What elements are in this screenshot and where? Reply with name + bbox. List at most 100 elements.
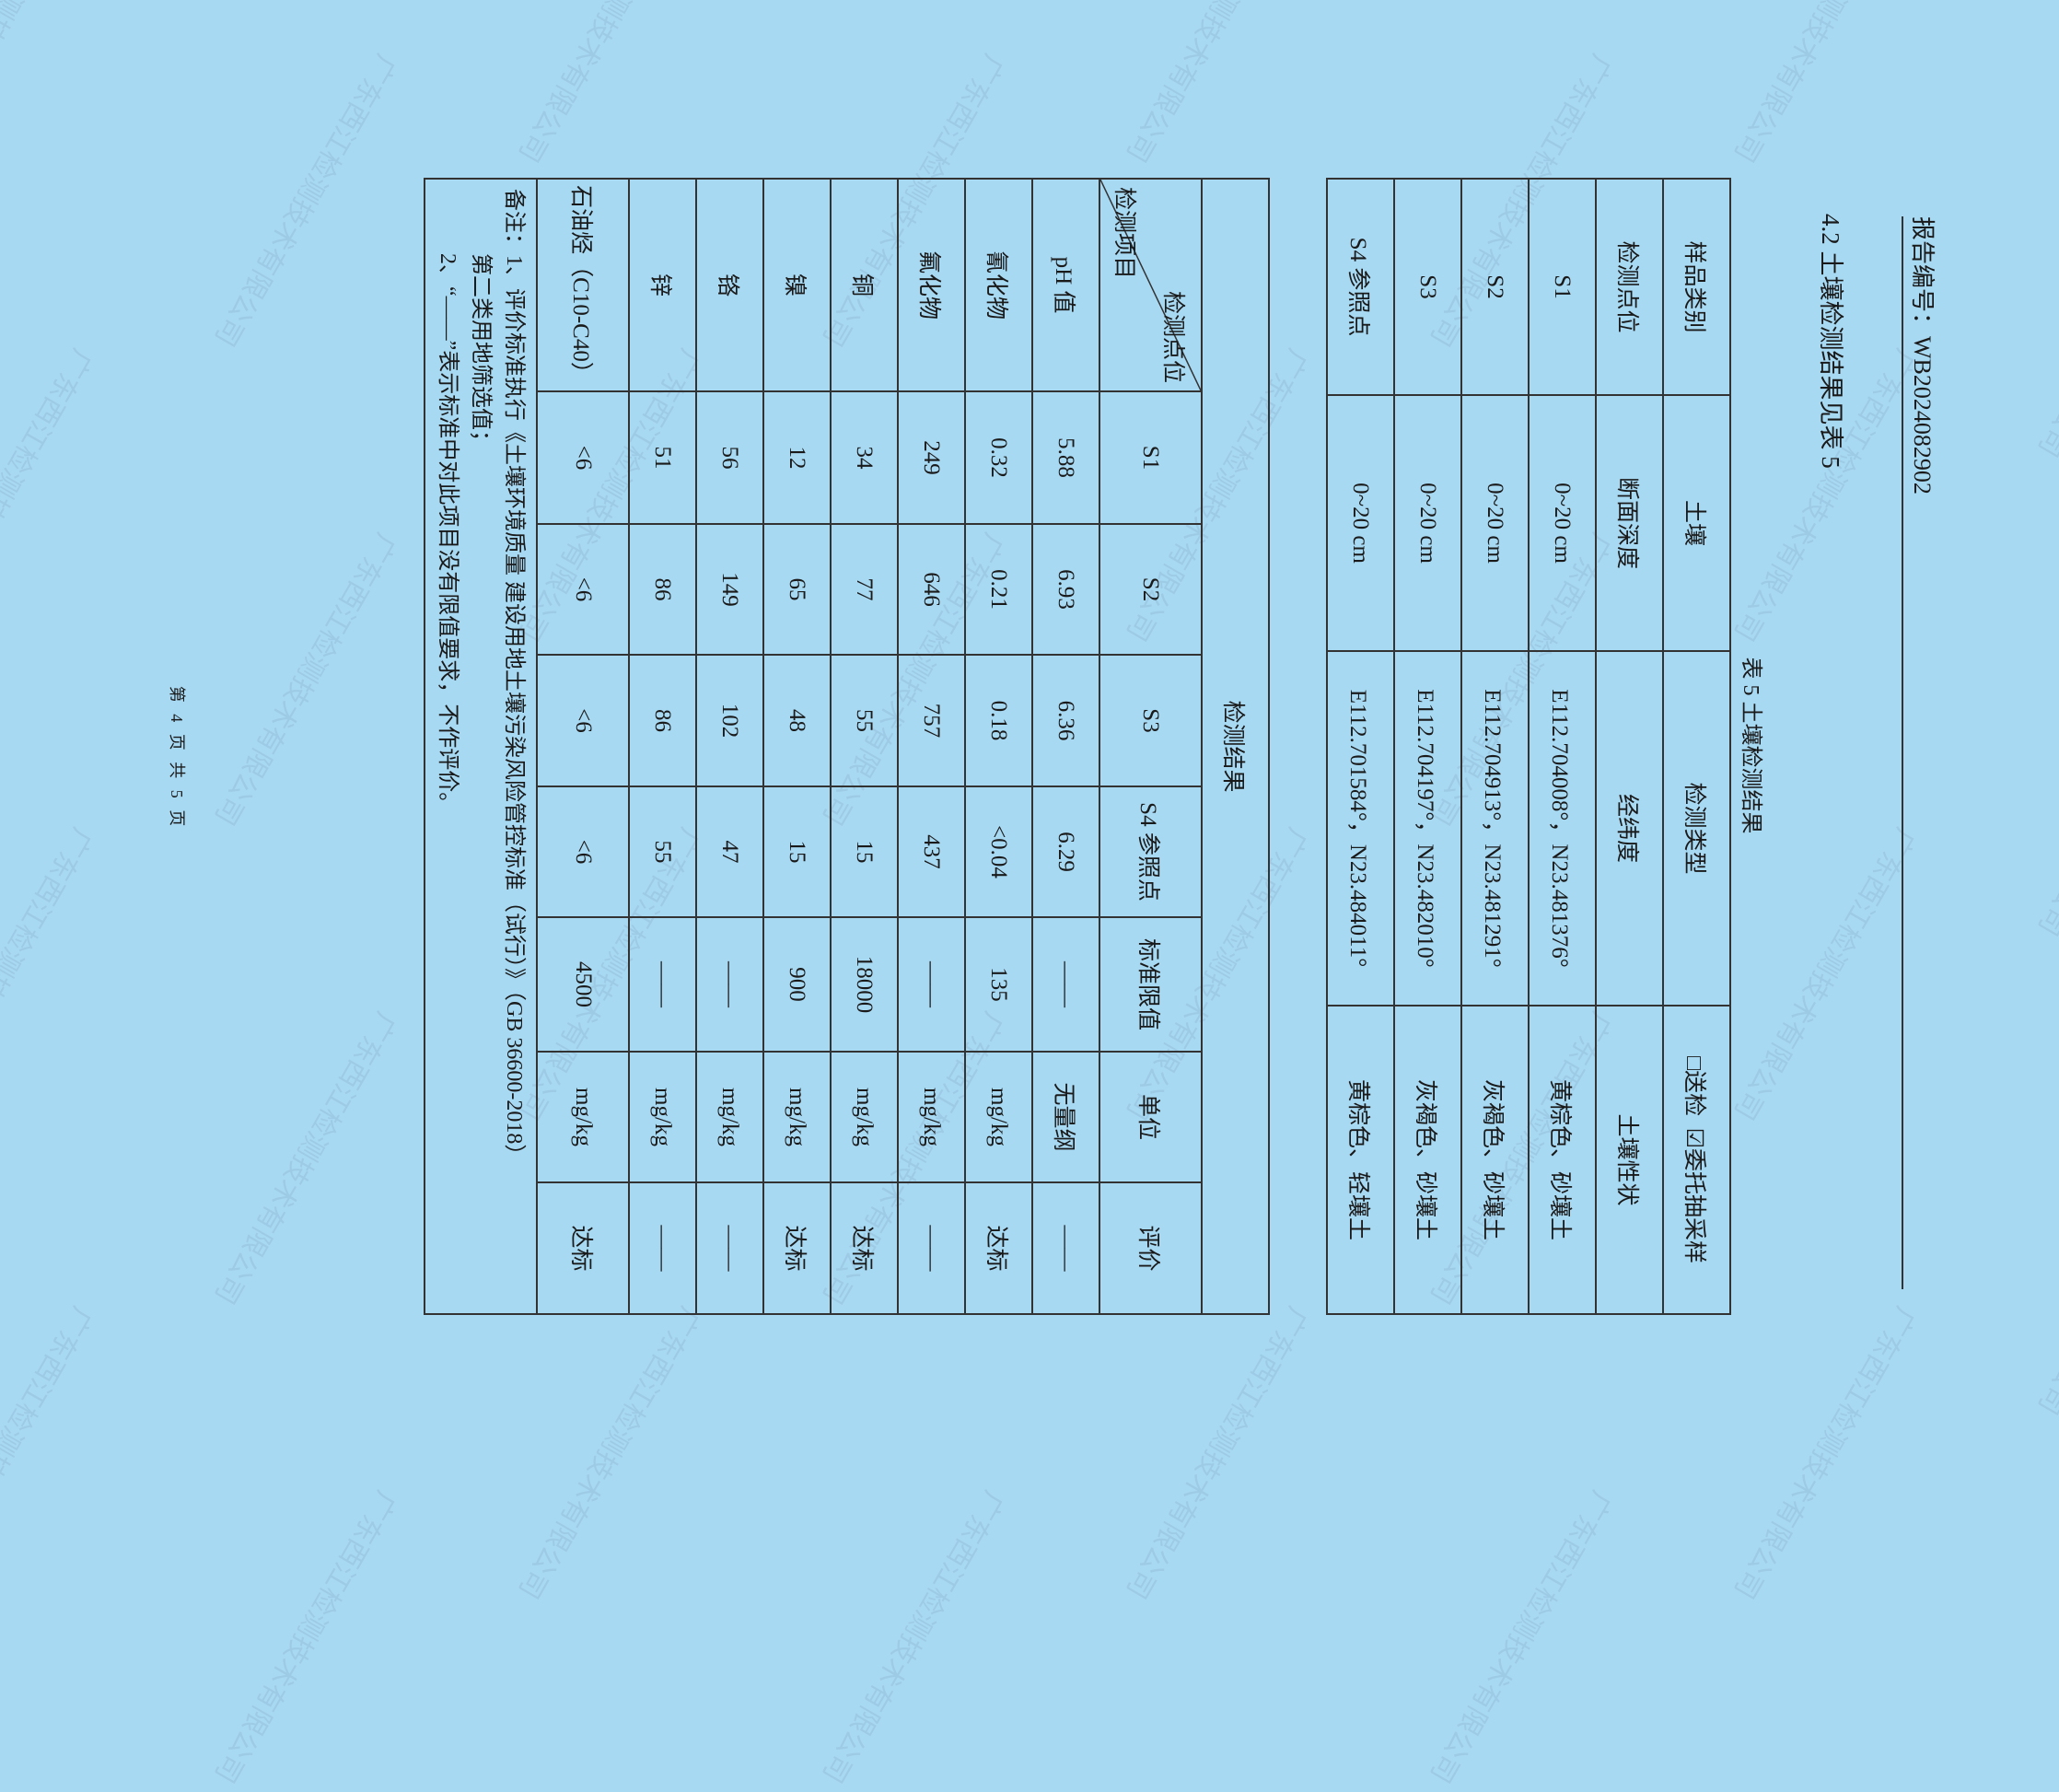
table-cell: —— — [1032, 917, 1099, 1052]
header-cell: 标准限值 — [1099, 917, 1202, 1052]
watermark-text: 广东西江检测技术有限公司 — [208, 49, 401, 352]
item-name-cell: 石油烃（C10-C40） — [537, 179, 629, 391]
item-name-cell: 镍 — [763, 179, 831, 391]
diagonal-header-cell: 检测点位 检测项目 — [1099, 179, 1202, 391]
table-cell: 0.32 — [965, 391, 1032, 524]
table-row: S2 0~20 cm E112.704913°，N23.481291° 灰褐色、砂壤土 — [1461, 179, 1529, 1314]
table-cell: 0~20 cm — [1394, 395, 1461, 651]
table-row: 锌 51 86 86 55 —— mg/kg —— — [629, 179, 696, 1315]
diagonal-line — [1100, 180, 1201, 390]
item-name-cell: 锌 — [629, 179, 696, 391]
table-cell: E112.704913°，N23.481291° — [1461, 651, 1529, 1006]
table-cell: 15 — [831, 786, 898, 917]
sample-type-label: 样品类别 — [1663, 179, 1730, 395]
table-row: S1 0~20 cm E112.704008°，N23.481376° 黄棕色、砂壤土 — [1529, 179, 1596, 1314]
table-cell: 249 — [898, 391, 965, 524]
checkbox-commissioned-sampling: ☑委托抽采样 — [1681, 1127, 1707, 1264]
table-row: 石油烃（C10-C40） <6 <6 <6 <6 4500 mg/kg 达标 — [537, 179, 629, 1315]
header-cell: 经纬度 — [1596, 651, 1663, 1006]
table-row: S4 参照点 0~20 cm E112.701584°，N23.484011° 黄棕色… — [1327, 179, 1394, 1314]
note-1-cont: 第二类用地筛选值； — [469, 253, 493, 452]
header-cell: 检测点位 — [1596, 179, 1663, 395]
table-cell: mg/kg — [831, 1052, 898, 1182]
table-cell: 达标 — [831, 1182, 898, 1315]
table-cell: —— — [696, 917, 763, 1052]
table-cell: E112.704197°，N23.482010° — [1394, 651, 1461, 1006]
table-cell: 6.93 — [1032, 524, 1099, 655]
table-cell: S3 — [1394, 179, 1461, 395]
table-header-row: 检测点位 断面深度 经纬度 土壤性状 — [1596, 179, 1663, 1314]
diag-top-label: 检测点位 — [1160, 290, 1185, 383]
watermark-text: 广东西江检测技术有限公司 — [0, 0, 98, 168]
results-table: 检测结果 检测点位 检测项目 S1 S2 S3 S4 参照点 标准限值 单位 评… — [424, 178, 1270, 1315]
table-cell: 135 — [965, 917, 1032, 1052]
table-cell: 达标 — [537, 1182, 629, 1315]
table-cell: —— — [898, 917, 965, 1052]
table-cell: —— — [696, 1182, 763, 1315]
table-cell: <6 — [537, 786, 629, 917]
table-cell: 灰褐色、砂壤土 — [1394, 1006, 1461, 1314]
header-cell: S2 — [1099, 524, 1202, 655]
watermark-text: 广东西江检测技术有限公司 — [0, 343, 98, 646]
watermark-text: 广东西江检测技术有限公司 — [208, 1007, 401, 1309]
table-cell: <6 — [537, 655, 629, 786]
table-cell: 900 — [763, 917, 831, 1052]
table-cell: 51 — [629, 391, 696, 524]
table-cell: 12 — [763, 391, 831, 524]
item-name-cell: 氰化物 — [965, 179, 1032, 391]
table-cell: 437 — [898, 786, 965, 917]
table-cell: 0~20 cm — [1461, 395, 1529, 651]
header-cell: 土壤性状 — [1596, 1006, 1663, 1314]
table-cell: 48 — [763, 655, 831, 786]
table-cell: 55 — [629, 786, 696, 917]
table-cell: 86 — [629, 524, 696, 655]
report-number: 报告编号：WB2024082902 — [1902, 216, 1941, 1289]
watermark-text: 广东西江检测技术有限公司 — [512, 1301, 705, 1604]
table-cell: 6.36 — [1032, 655, 1099, 786]
table-cell: 0.18 — [965, 655, 1032, 786]
checkbox-submitted: □送检 — [1681, 1055, 1707, 1117]
table-row: S3 0~20 cm E112.704197°，N23.482010° 灰褐色、砂壤土 — [1394, 179, 1461, 1314]
table-cell: 5.88 — [1032, 391, 1099, 524]
table-cell: 18000 — [831, 917, 898, 1052]
table-cell: S1 — [1529, 179, 1596, 395]
table-cell: <0.04 — [965, 786, 1032, 917]
table-cell: mg/kg — [763, 1052, 831, 1182]
table-cell: 65 — [763, 524, 831, 655]
watermark-text: 广东西江检测技术有限公司 — [2031, 159, 2059, 462]
table-cell: 达标 — [763, 1182, 831, 1315]
table-cell: mg/kg — [898, 1052, 965, 1182]
table-row: pH 值 5.88 6.93 6.36 6.29 —— 无量纲 —— — [1032, 179, 1099, 1315]
sample-info-table: 样品类别 土壤 检测类型 □送检 ☑委托抽采样 检测点位 断面深度 经纬度 土壤… — [1326, 178, 1731, 1315]
header-cell: 评价 — [1099, 1182, 1202, 1315]
table-cell: 达标 — [965, 1182, 1032, 1315]
table-cell: —— — [629, 1182, 696, 1315]
watermark-text: 广东西江检测技术有限公司 — [816, 1485, 1009, 1788]
table-row: 铬 56 149 102 47 —— mg/kg —— — [696, 179, 763, 1315]
table-cell: 4500 — [537, 917, 629, 1052]
watermark-text: 广东西江检测技术有限公司 — [1727, 0, 1921, 168]
header-cell: 单位 — [1099, 1052, 1202, 1182]
note-1: 备注：1、评价标准执行《土壤环境质量 建设用地土壤污染风险管控标准（试行）》（G… — [502, 189, 526, 1167]
table-cell: 0~20 cm — [1529, 395, 1596, 651]
note-2: 2、“——”表示标准中对此项目没有限值要求，不作评价。 — [436, 253, 459, 815]
table-cell: mg/kg — [537, 1052, 629, 1182]
table-cell: <6 — [537, 391, 629, 524]
table-cell: —— — [898, 1182, 965, 1315]
watermark-text: 广东西江检测技术有限公司 — [1120, 1301, 1313, 1604]
table-cell: —— — [629, 917, 696, 1052]
table-cell: S4 参照点 — [1327, 179, 1394, 395]
table-cell: 0.21 — [965, 524, 1032, 655]
table-cell: 55 — [831, 655, 898, 786]
item-name-cell: 铬 — [696, 179, 763, 391]
test-type-value: □送检 ☑委托抽采样 — [1663, 1006, 1730, 1314]
table-cell: E112.704008°，N23.481376° — [1529, 651, 1596, 1006]
notes-cell: 备注：1、评价标准执行《土壤环境质量 建设用地土壤污染风险管控标准（试行）》（G… — [425, 179, 537, 1315]
table-cell: 无量纲 — [1032, 1052, 1099, 1182]
item-name-cell: pH 值 — [1032, 179, 1099, 391]
watermark-text: 广东西江检测技术有限公司 — [0, 822, 98, 1125]
table-cell: 77 — [831, 524, 898, 655]
watermark-text: 广东西江检测技术有限公司 — [2031, 1117, 2059, 1420]
results-title: 检测结果 — [1202, 179, 1269, 1315]
